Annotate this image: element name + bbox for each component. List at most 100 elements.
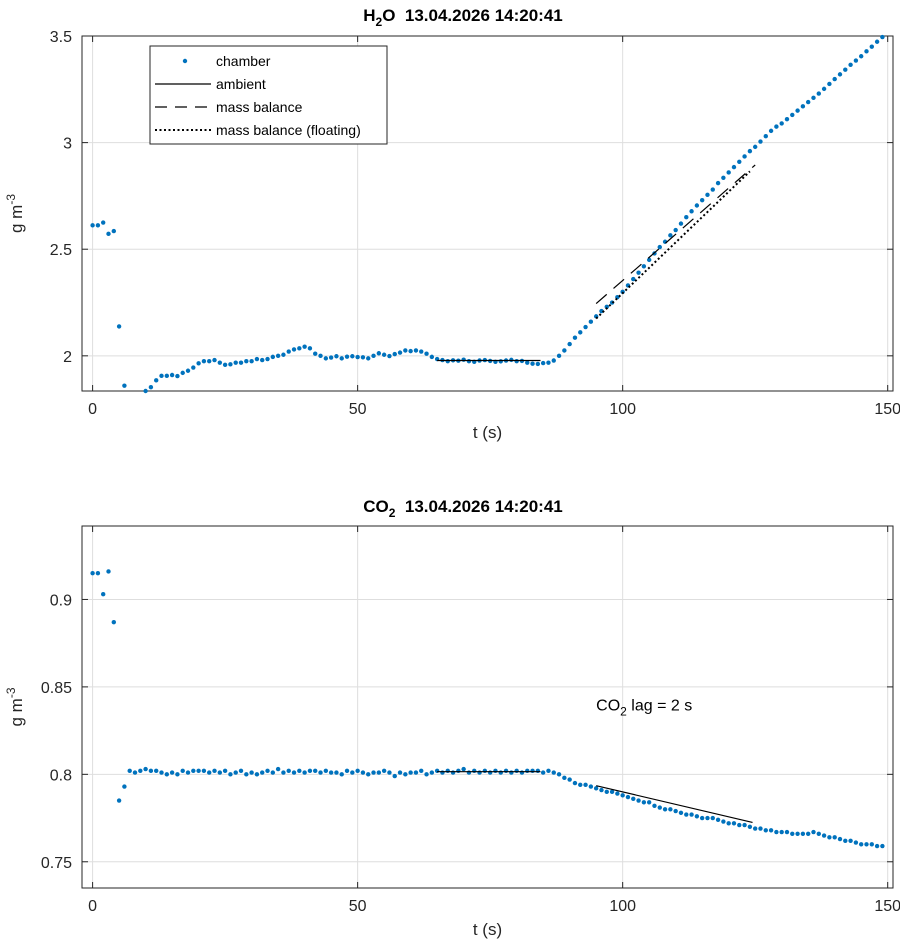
co2-chamber-point [313, 768, 318, 774]
h2o-chamber-point [228, 362, 233, 367]
h2o-chamber-point [699, 197, 705, 203]
co2-chamber-point [180, 768, 185, 774]
co2-chamber-point [689, 812, 694, 817]
h2o-chamber-point [678, 221, 684, 226]
h2o-chamber-point [805, 99, 811, 105]
h2o-chamber-point [535, 361, 541, 367]
h2o-chamber-point [530, 361, 535, 366]
h2o-chamber-point [159, 373, 164, 379]
co2-chamber-point [562, 775, 567, 781]
h2o-chamber-point [668, 233, 673, 238]
h2o-y-tick-label: 3.5 [50, 29, 72, 46]
co2-chamber-point [503, 768, 509, 774]
co2-chamber-point [413, 770, 419, 775]
co2-chamber-point [737, 822, 742, 828]
co2-chamber-point [445, 768, 450, 774]
h2o-chamber-point [207, 358, 212, 364]
h2o-chamber-point [148, 384, 154, 390]
co2-y-axis-label: g m-3 [4, 687, 26, 726]
co2-chamber-point [440, 770, 445, 775]
co2-chamber-point [228, 772, 233, 777]
co2-chamber-point [450, 770, 456, 775]
h2o-chamber-point [461, 357, 466, 362]
co2-chamber-point [254, 772, 260, 777]
co2-chamber-point [148, 768, 154, 774]
co2-chamber-point [731, 821, 737, 826]
h2o-chamber-point [334, 354, 339, 359]
h2o-chamber-point [95, 223, 101, 228]
co2-axes-box [81, 525, 894, 889]
h2o-chamber-point [509, 357, 514, 363]
co2-chamber-point [196, 768, 201, 774]
co2-chamber-point [790, 831, 795, 836]
co2-chamber-point [339, 772, 344, 777]
co2-chamber-point [620, 793, 625, 798]
h2o-chamber-point [116, 324, 122, 329]
h2o-mass-balance-floating-line [595, 170, 751, 320]
co2-chamber-point [546, 768, 551, 774]
co2-chamber-point [281, 770, 286, 775]
h2o-x-tick-label: 150 [874, 401, 900, 418]
co2-chamber-point [408, 770, 413, 775]
co2-chamber-point [249, 770, 254, 775]
co2-chamber-point [127, 768, 132, 774]
co2-chamber-point [323, 768, 329, 774]
h2o-chamber-point [122, 383, 127, 388]
legend-chamber-label: chamber [216, 53, 271, 69]
h2o-chamber-point [551, 358, 556, 363]
h2o-chamber-point [366, 356, 371, 361]
h2o-panel: H2O 13.04.2026 14:20:41 0 50 100 150 2 2.5 3 3.… [4, 6, 900, 442]
h2o-x-axis-label: t (s) [473, 423, 502, 442]
co2-chamber-point [212, 768, 217, 774]
co2-chamber-point [588, 784, 594, 789]
co2-chamber-point [477, 770, 482, 775]
h2o-chamber-point [445, 358, 450, 364]
co2-chamber-point [625, 794, 631, 800]
co2-chamber-point [556, 772, 562, 777]
h2o-chamber-point [175, 373, 180, 379]
h2o-chamber-point [869, 44, 874, 49]
co2-chamber-point [101, 592, 106, 597]
co2-panel: CO2 13.04.2026 14:20:41 0 50 100 150 0.75 0.8… [4, 497, 900, 939]
co2-chamber-point [493, 768, 498, 774]
co2-chamber-point [631, 796, 636, 802]
h2o-chamber-point [816, 91, 821, 96]
co2-chamber-point [567, 777, 572, 782]
h2o-chamber-point [260, 357, 265, 363]
co2-chamber-point [699, 815, 705, 821]
co2-chamber-point [434, 768, 440, 774]
legend-entry-mass-balance-floating: mass balance (floating) [155, 122, 361, 138]
h2o-chamber-point [636, 270, 641, 275]
h2o-chamber-point [710, 187, 715, 192]
co2-chamber-point [599, 787, 604, 793]
co2-chamber-point [355, 768, 360, 774]
co2-chamber-point [509, 770, 514, 775]
co2-chamber-point [609, 789, 615, 795]
h2o-chamber-point [429, 354, 435, 360]
co2-chamber-point [238, 768, 244, 774]
h2o-chamber-point [254, 356, 260, 362]
co2-marks [90, 569, 885, 849]
h2o-chamber-point [790, 112, 795, 118]
legend: chamber ambient mass balance mass balanc… [149, 45, 388, 145]
co2-chamber-point [710, 815, 715, 821]
co2-x-tick-label: 50 [349, 898, 367, 915]
h2o-chamber-point [514, 358, 519, 364]
h2o-chamber-point [721, 175, 726, 180]
co2-chamber-point [763, 828, 768, 833]
h2o-chamber-point [694, 203, 700, 208]
h2o-chamber-point [169, 372, 175, 378]
h2o-chamber-point [567, 341, 572, 347]
h2o-chamber-point [583, 324, 588, 330]
co2-chamber-point [827, 835, 832, 840]
co2-chamber-point [222, 768, 228, 774]
h2o-chamber-point [371, 353, 376, 359]
co2-chamber-point [519, 770, 525, 775]
co2-chamber-point [540, 770, 546, 775]
h2o-chamber-point [180, 370, 185, 376]
h2o-chamber-point [556, 353, 562, 359]
h2o-chamber-point [164, 373, 170, 379]
co2-chamber-point [318, 770, 323, 775]
h2o-chamber-point [217, 360, 223, 365]
